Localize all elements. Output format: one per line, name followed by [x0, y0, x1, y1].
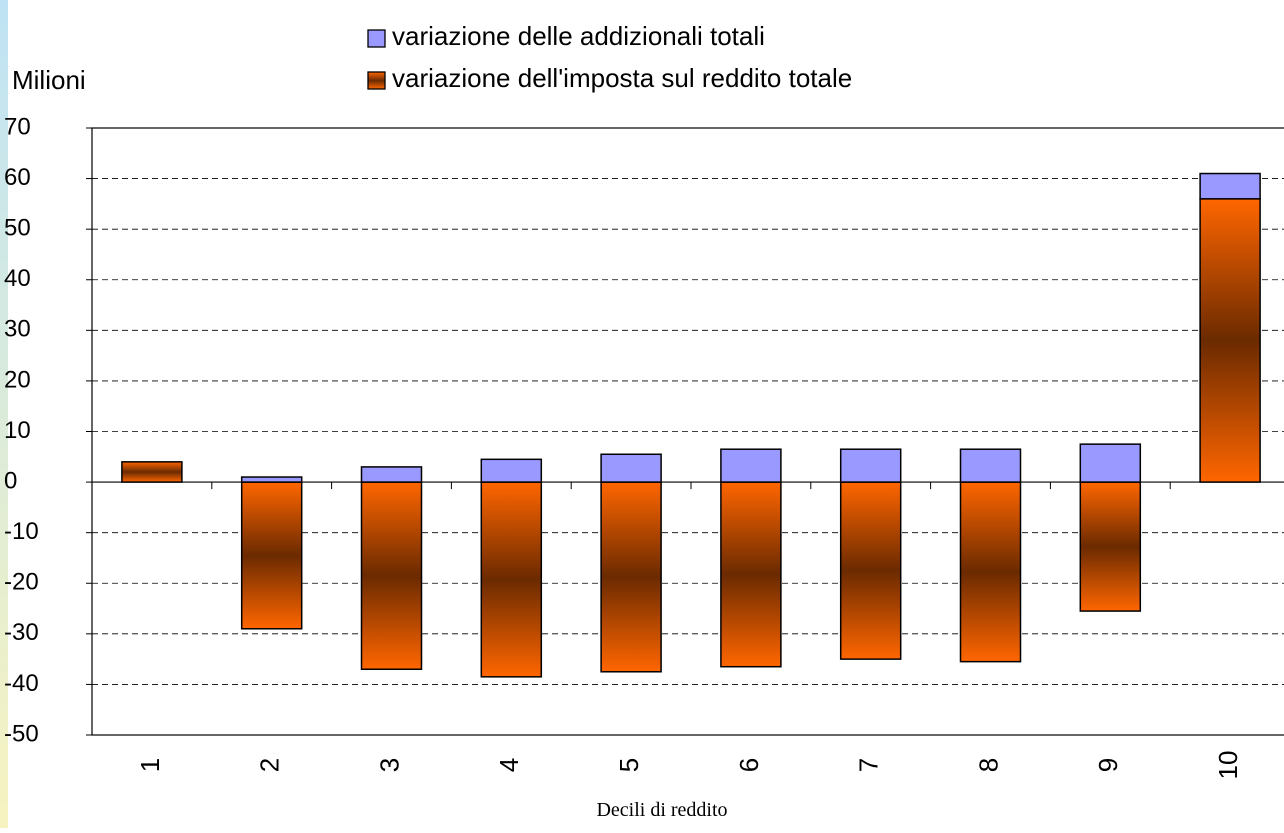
legend-swatch: [367, 71, 386, 90]
y-tick-label: 70: [4, 113, 31, 140]
bar: [959, 448, 1022, 483]
x-tick-label: 6: [734, 758, 764, 772]
bar: [240, 476, 303, 483]
bar: [1079, 443, 1142, 483]
bar: [480, 481, 543, 678]
x-tick-label: 8: [973, 758, 1003, 772]
y-tick-label: -40: [4, 670, 39, 697]
side-strip: [0, 0, 8, 828]
bar: [839, 448, 902, 483]
x-tick-label: 1: [135, 758, 165, 772]
bar: [959, 481, 1022, 663]
bar: [360, 466, 423, 483]
x-tick-label: 3: [374, 758, 404, 772]
bar: [720, 481, 782, 668]
y-tick-label: -30: [4, 619, 39, 646]
bar: [480, 458, 543, 483]
y-tick-label: -20: [4, 569, 39, 596]
bar: [839, 481, 902, 660]
y-tick-label: 0: [4, 467, 17, 494]
x-tick-label: 2: [255, 758, 285, 772]
y-tick-label: 30: [4, 316, 31, 343]
y-axis-unit: Milioni: [12, 65, 86, 95]
bar: [121, 461, 183, 483]
x-axis-title: Decili di reddito: [596, 799, 727, 821]
x-tick-label: 7: [854, 758, 884, 772]
x-tick-label: 10: [1213, 751, 1243, 780]
y-tick-label: 60: [4, 164, 31, 191]
bar: [1199, 198, 1261, 483]
x-tick-label: 5: [614, 758, 644, 772]
y-tick-label: -50: [4, 720, 39, 747]
legend-swatch: [367, 29, 386, 48]
bar: [1079, 481, 1142, 612]
x-tick-label: 9: [1093, 758, 1123, 772]
bar: [600, 453, 662, 483]
y-tick-label: 40: [4, 265, 31, 292]
bar: [720, 448, 782, 483]
legend-label: variazione dell'imposta sul reddito tota…: [392, 63, 852, 93]
y-tick-label: 20: [4, 366, 31, 393]
bar: [1199, 172, 1261, 200]
y-tick-label: 10: [4, 417, 31, 444]
bar: [600, 481, 662, 673]
y-tick-label: -10: [4, 518, 39, 545]
bar: [360, 481, 423, 670]
bar: [240, 481, 303, 630]
x-tick-label: 4: [494, 758, 524, 772]
legend-label: variazione delle addizionali totali: [392, 21, 765, 51]
y-tick-label: 50: [4, 215, 31, 242]
